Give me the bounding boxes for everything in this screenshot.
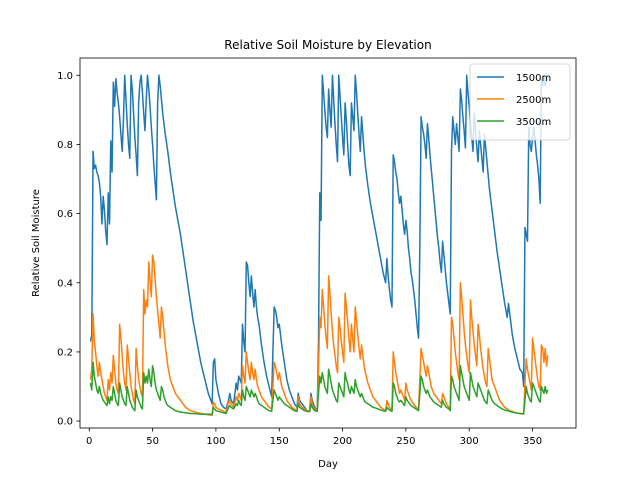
x-tick-label: 0 xyxy=(86,436,92,447)
y-tick-label: 1.0 xyxy=(57,71,73,82)
legend-label-1500m: 1500m xyxy=(516,73,551,84)
y-tick-label: 0.0 xyxy=(57,417,73,428)
x-tick-label: 100 xyxy=(206,436,225,447)
series-line-2500m xyxy=(89,254,549,416)
x-tick-label: 150 xyxy=(270,436,289,447)
x-tick-label: 200 xyxy=(333,436,352,447)
x-tick-label: 250 xyxy=(396,436,415,447)
axes: 0 50 100 150 200 250 300 350 0.0 0.2 0.4 0.6 0.8 1.0 xyxy=(57,57,577,447)
y-axis-label: Relative Soil Moisture xyxy=(31,189,42,297)
x-tick-label: 50 xyxy=(146,436,159,447)
legend-label-2500m: 2500m xyxy=(516,95,551,106)
y-tick-label: 0.6 xyxy=(57,209,73,220)
y-tick-label: 0.2 xyxy=(57,347,73,358)
axes-frame xyxy=(79,57,577,429)
x-tick-label: 300 xyxy=(460,436,479,447)
series-line-3500m xyxy=(89,361,549,416)
y-tick-label: 0.8 xyxy=(57,140,73,151)
y-tick-label: 0.4 xyxy=(57,278,73,289)
legend: 1500m 2500m 3500m xyxy=(469,63,571,141)
x-tick-label: 350 xyxy=(523,436,542,447)
x-axis-label: Day xyxy=(318,459,338,470)
chart-title: Relative Soil Moisture by Elevation xyxy=(224,38,431,52)
legend-label-3500m: 3500m xyxy=(516,117,551,128)
